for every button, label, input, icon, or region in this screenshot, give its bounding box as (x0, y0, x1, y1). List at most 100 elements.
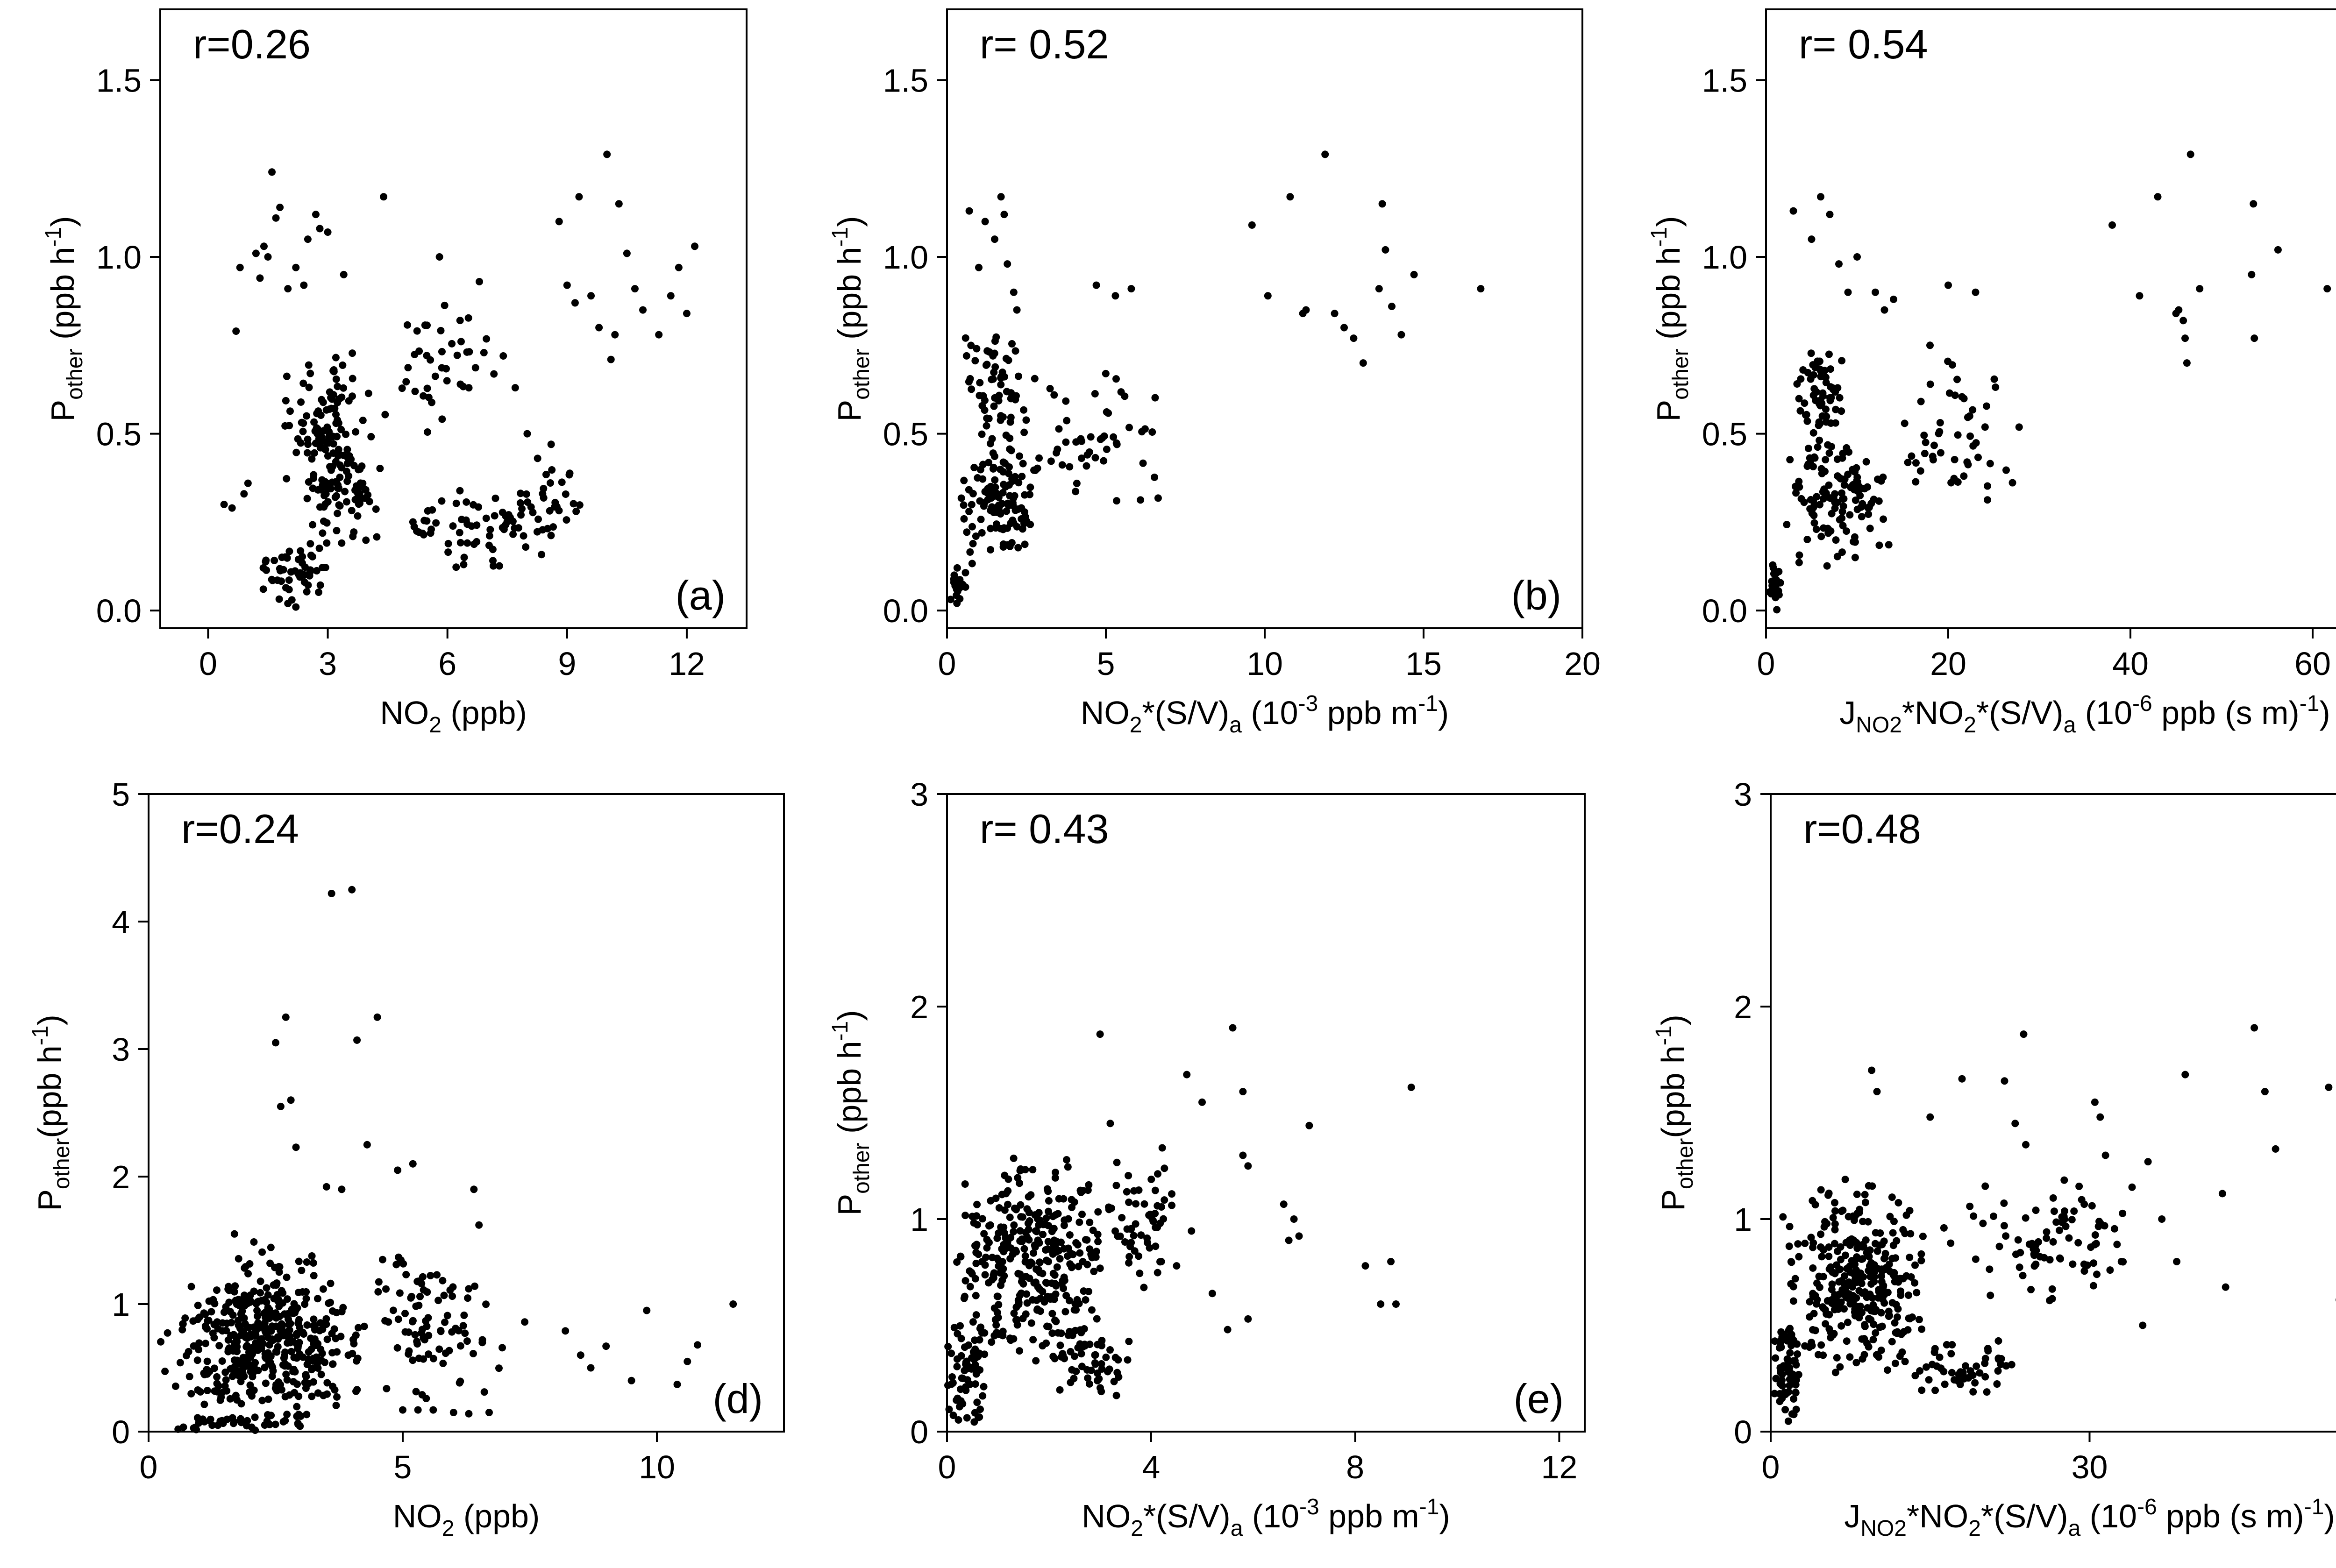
data-point (381, 411, 389, 419)
data-point (2083, 1261, 2091, 1269)
data-point (1931, 1386, 1939, 1394)
data-point (393, 1344, 401, 1352)
data-point (988, 376, 996, 383)
data-point (978, 529, 986, 537)
data-point (1831, 504, 1839, 512)
data-point (272, 1348, 280, 1355)
data-point (349, 1349, 356, 1357)
y-tick-label: 1.0 (96, 239, 142, 276)
data-point (240, 1291, 248, 1299)
data-point (303, 1321, 311, 1329)
data-point (1853, 476, 1861, 484)
data-point (1105, 1203, 1113, 1211)
data-point (317, 486, 325, 494)
data-point (433, 1271, 441, 1279)
data-point (469, 1350, 477, 1358)
label-part-sub: other (50, 1138, 74, 1189)
data-point (1810, 519, 1818, 527)
data-point (1017, 1289, 1025, 1297)
data-point (392, 1261, 400, 1269)
data-point (1911, 1372, 1919, 1380)
label-part-sub2: 2 (1964, 713, 1976, 738)
data-point (200, 1418, 208, 1426)
data-point (950, 575, 958, 583)
data-point (1891, 1359, 1899, 1367)
data-point (473, 521, 481, 529)
data-point (1826, 397, 1834, 404)
data-point (499, 1344, 506, 1352)
data-point (463, 539, 471, 547)
data-point (299, 1288, 306, 1296)
data-point (280, 1354, 288, 1362)
data-point (1994, 1367, 2002, 1375)
data-point (1843, 1265, 1851, 1273)
data-point (290, 1365, 298, 1373)
data-point (295, 1392, 303, 1400)
data-point (1861, 1199, 1869, 1206)
data-point (1908, 452, 1916, 460)
data-point (1786, 1222, 1794, 1230)
data-point (1049, 1353, 1057, 1361)
y-axis-label: Pother (ppb h-1) (1647, 216, 1693, 421)
data-point (1859, 1273, 1867, 1281)
data-point (982, 1253, 990, 1261)
data-point (1831, 1369, 1839, 1376)
data-point (2011, 1120, 2019, 1128)
data-point (1789, 1283, 1797, 1291)
data-point (242, 1334, 249, 1341)
data-point (1043, 1322, 1051, 1330)
data-point (1091, 1351, 1099, 1359)
data-point (1053, 1263, 1061, 1271)
data-point (953, 564, 961, 572)
data-point (1948, 1369, 1956, 1376)
label-part-sup: -1 (41, 227, 66, 247)
data-point (954, 1416, 962, 1424)
data-point (475, 1221, 483, 1229)
data-point (611, 331, 619, 339)
data-point (276, 1263, 284, 1271)
data-point (480, 349, 488, 357)
data-point (1285, 1236, 1293, 1244)
data-point (1953, 376, 1961, 383)
data-point (295, 1411, 303, 1419)
data-point (1792, 489, 1800, 497)
data-point (442, 1349, 449, 1357)
data-point (1091, 454, 1099, 461)
data-point (1879, 1295, 1887, 1303)
data-point (260, 242, 268, 250)
data-point (1789, 207, 1797, 215)
data-point (310, 1272, 318, 1280)
data-point (2070, 1207, 2078, 1215)
data-point (1063, 417, 1071, 425)
data-point (2181, 1071, 2189, 1078)
data-point (308, 553, 316, 561)
data-point (1947, 479, 1955, 487)
y-tick-label: 1 (112, 1286, 130, 1323)
data-point (2154, 193, 2162, 201)
data-point (1035, 454, 1043, 462)
data-point (1056, 1386, 1064, 1394)
data-point (411, 387, 419, 395)
data-point (348, 507, 356, 515)
label-part-base: NO (1082, 1498, 1131, 1534)
data-point (1832, 536, 1840, 544)
label-part-end: ) (2319, 695, 2330, 731)
data-point (970, 463, 978, 471)
x-tick-label: 12 (669, 646, 705, 682)
data-point (968, 523, 976, 531)
data-point (1010, 288, 1018, 296)
data-point (1062, 438, 1070, 446)
data-point (2175, 306, 2183, 314)
data-point (1817, 1341, 1825, 1349)
data-point (1840, 1272, 1848, 1280)
data-point (1048, 1310, 1056, 1318)
data-point (639, 306, 647, 314)
data-point (304, 1355, 312, 1363)
data-point (1087, 1366, 1095, 1374)
data-point (976, 1413, 983, 1421)
data-point (448, 340, 456, 348)
data-point (328, 1349, 336, 1357)
data-point (409, 1317, 417, 1325)
data-point (1149, 1216, 1157, 1224)
data-point (1870, 1320, 1878, 1328)
